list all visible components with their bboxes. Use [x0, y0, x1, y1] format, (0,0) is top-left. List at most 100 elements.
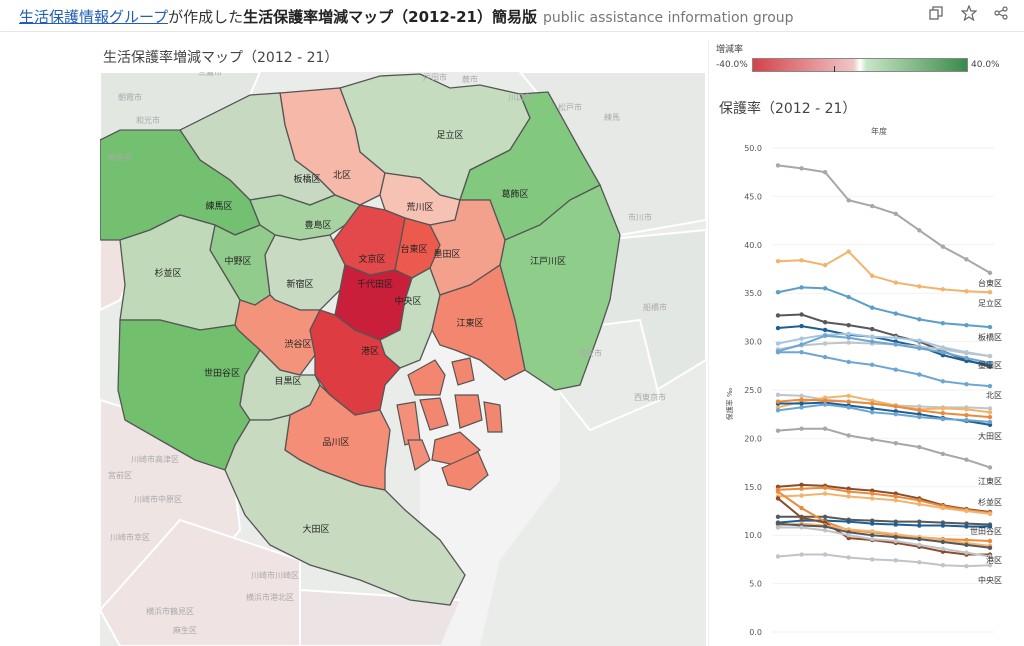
data-point[interactable]: [940, 321, 946, 326]
data-point[interactable]: [775, 341, 781, 346]
data-point[interactable]: [799, 342, 804, 347]
data-point[interactable]: [940, 451, 946, 457]
data-point[interactable]: [846, 494, 851, 499]
data-point[interactable]: [917, 317, 922, 322]
data-point[interactable]: [799, 486, 804, 491]
data-point[interactable]: [822, 327, 828, 333]
data-point[interactable]: [822, 341, 828, 346]
data-point[interactable]: [917, 284, 922, 289]
data-point[interactable]: [799, 258, 804, 263]
series-line[interactable]: [777, 403, 991, 423]
data-point[interactable]: [940, 379, 946, 384]
data-point[interactable]: [940, 416, 946, 422]
data-point[interactable]: [893, 558, 898, 563]
series-line[interactable]: [777, 522, 991, 547]
data-point[interactable]: [775, 496, 781, 501]
data-point[interactable]: [775, 163, 781, 168]
data-point[interactable]: [775, 521, 781, 526]
data-point[interactable]: [775, 325, 781, 331]
data-point[interactable]: [940, 539, 946, 545]
copy-icon[interactable]: [926, 5, 946, 25]
data-point[interactable]: [775, 408, 781, 413]
data-point[interactable]: [870, 273, 875, 278]
data-point[interactable]: [799, 323, 804, 329]
author-link[interactable]: 生活保護情報グループ: [19, 8, 169, 26]
data-point[interactable]: [846, 340, 851, 345]
series-line[interactable]: [777, 164, 991, 274]
data-point[interactable]: [775, 525, 781, 530]
data-point[interactable]: [940, 350, 946, 355]
series-line[interactable]: [777, 250, 991, 294]
series-line[interactable]: [778, 351, 991, 388]
series-line[interactable]: [777, 497, 990, 556]
data-point[interactable]: [775, 392, 781, 398]
series-line[interactable]: [778, 515, 991, 526]
data-point[interactable]: [893, 494, 898, 499]
data-point[interactable]: [893, 342, 898, 347]
data-point[interactable]: [799, 405, 804, 410]
data-point[interactable]: [893, 367, 898, 372]
data-point[interactable]: [940, 523, 946, 528]
data-point[interactable]: [987, 410, 993, 415]
data-point[interactable]: [846, 533, 851, 538]
data-point[interactable]: [987, 538, 993, 544]
data-point[interactable]: [775, 554, 781, 559]
data-point[interactable]: [964, 542, 969, 548]
data-point[interactable]: [870, 203, 875, 209]
data-point[interactable]: [964, 322, 969, 328]
data-point[interactable]: [822, 333, 828, 338]
data-point[interactable]: [987, 414, 993, 420]
data-point[interactable]: [964, 289, 969, 294]
data-point[interactable]: [917, 372, 922, 377]
data-point[interactable]: [822, 514, 828, 520]
data-point[interactable]: [822, 320, 828, 325]
data-point[interactable]: [987, 545, 993, 550]
data-point[interactable]: [987, 511, 993, 517]
data-point[interactable]: [870, 326, 875, 332]
data-point[interactable]: [775, 428, 781, 433]
data-point[interactable]: [940, 287, 946, 292]
data-point[interactable]: [870, 491, 875, 496]
data-point[interactable]: [775, 350, 781, 355]
data-point[interactable]: [799, 493, 804, 498]
data-point[interactable]: [799, 312, 804, 317]
data-point[interactable]: [987, 383, 993, 389]
data-point[interactable]: [917, 444, 922, 450]
data-point[interactable]: [870, 410, 875, 415]
data-point[interactable]: [940, 406, 946, 411]
data-point[interactable]: [940, 411, 946, 416]
data-point[interactable]: [917, 502, 922, 507]
data-point[interactable]: [893, 311, 898, 316]
data-point[interactable]: [822, 491, 828, 496]
data-point[interactable]: [775, 514, 781, 520]
data-point[interactable]: [940, 505, 946, 511]
data-point[interactable]: [870, 362, 875, 368]
data-point[interactable]: [870, 305, 875, 310]
data-point[interactable]: [917, 498, 922, 503]
share-icon[interactable]: [991, 5, 1011, 25]
data-point[interactable]: [846, 433, 851, 438]
data-point[interactable]: [775, 259, 781, 264]
data-point[interactable]: [987, 524, 993, 529]
series-line[interactable]: [777, 286, 991, 329]
series-line[interactable]: [777, 553, 991, 568]
data-point[interactable]: [964, 550, 969, 555]
data-point[interactable]: [799, 336, 804, 341]
star-icon[interactable]: [959, 4, 979, 25]
series-line[interactable]: [777, 332, 991, 358]
series-line[interactable]: [777, 486, 991, 514]
data-point[interactable]: [846, 359, 851, 365]
series-line[interactable]: [777, 522, 991, 549]
data-point[interactable]: [799, 505, 804, 511]
data-point[interactable]: [870, 536, 875, 542]
data-point[interactable]: [940, 563, 946, 568]
data-point[interactable]: [822, 398, 828, 403]
data-point[interactable]: [987, 290, 993, 295]
data-point[interactable]: [846, 519, 851, 524]
data-point[interactable]: [917, 346, 922, 351]
data-point[interactable]: [964, 412, 969, 418]
data-point[interactable]: [822, 528, 828, 533]
data-point[interactable]: [893, 280, 898, 285]
data-point[interactable]: [940, 546, 946, 551]
data-point[interactable]: [964, 381, 969, 387]
